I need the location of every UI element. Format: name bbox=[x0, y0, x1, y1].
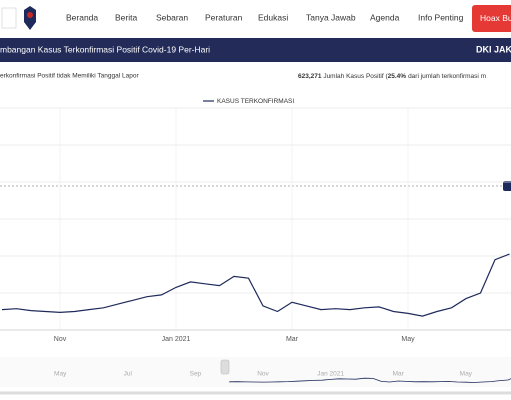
nav-item[interactable]: Berita bbox=[115, 12, 137, 22]
banner-title: mbangan Kasus Terkonfirmasi Positif Covi… bbox=[0, 44, 210, 54]
navigator-line bbox=[229, 377, 511, 383]
navigator-tick-label: May bbox=[54, 371, 67, 378]
navigator-handle[interactable] bbox=[220, 359, 230, 375]
navigator-tick-label: Nov bbox=[257, 371, 269, 378]
nav-item[interactable]: Sebaran bbox=[156, 12, 188, 22]
x-tick-label: Nov bbox=[54, 336, 67, 343]
navigator bbox=[0, 357, 511, 387]
logo bbox=[1, 6, 36, 30]
navigator-tick-label: Jan 2021 bbox=[317, 371, 344, 378]
percent-text: dari jumlah terkonfirmasi m bbox=[408, 73, 486, 80]
nav-item[interactable]: Edukasi bbox=[258, 12, 288, 22]
navigator-tick-label: Sep bbox=[190, 371, 202, 378]
x-tick-label: Jan 2021 bbox=[162, 336, 191, 343]
banner-region: DKI JAKA bbox=[476, 44, 511, 54]
navigator-tick-label: May bbox=[460, 371, 473, 378]
nav-item[interactable]: Tanya Jawab bbox=[306, 12, 356, 22]
legend-label: KASUS TERKONFIRMASI bbox=[217, 98, 294, 105]
info-right: 623,271 Jumlah Kasus Positif (25.4% dari … bbox=[298, 73, 486, 80]
total: 623,271 bbox=[298, 73, 322, 80]
nav-item[interactable]: Beranda bbox=[66, 12, 98, 22]
navbar bbox=[0, 0, 511, 38]
series-line bbox=[1, 253, 510, 317]
navigator-tick-label: Mar bbox=[393, 371, 405, 378]
x-tick-label: Mar bbox=[286, 336, 299, 343]
hoax-button[interactable] bbox=[472, 5, 511, 32]
nav-item[interactable]: Peraturan bbox=[205, 12, 243, 22]
total-text: Jumlah Kasus Positif ( bbox=[323, 73, 388, 80]
navigator-tick-label: Jul bbox=[124, 371, 133, 378]
hoax-button-label[interactable]: Hoax Bus bbox=[480, 13, 511, 23]
info-left: erkonfirmasi Positif tidak Memiliki Tang… bbox=[0, 73, 139, 80]
banner bbox=[0, 38, 511, 62]
x-tick-label: May bbox=[401, 336, 415, 343]
tooltip bbox=[503, 181, 511, 191]
nav-item[interactable]: Info Penting bbox=[418, 12, 464, 22]
nav-item[interactable]: Agenda bbox=[370, 12, 400, 22]
percent: 25.4% bbox=[388, 73, 407, 80]
